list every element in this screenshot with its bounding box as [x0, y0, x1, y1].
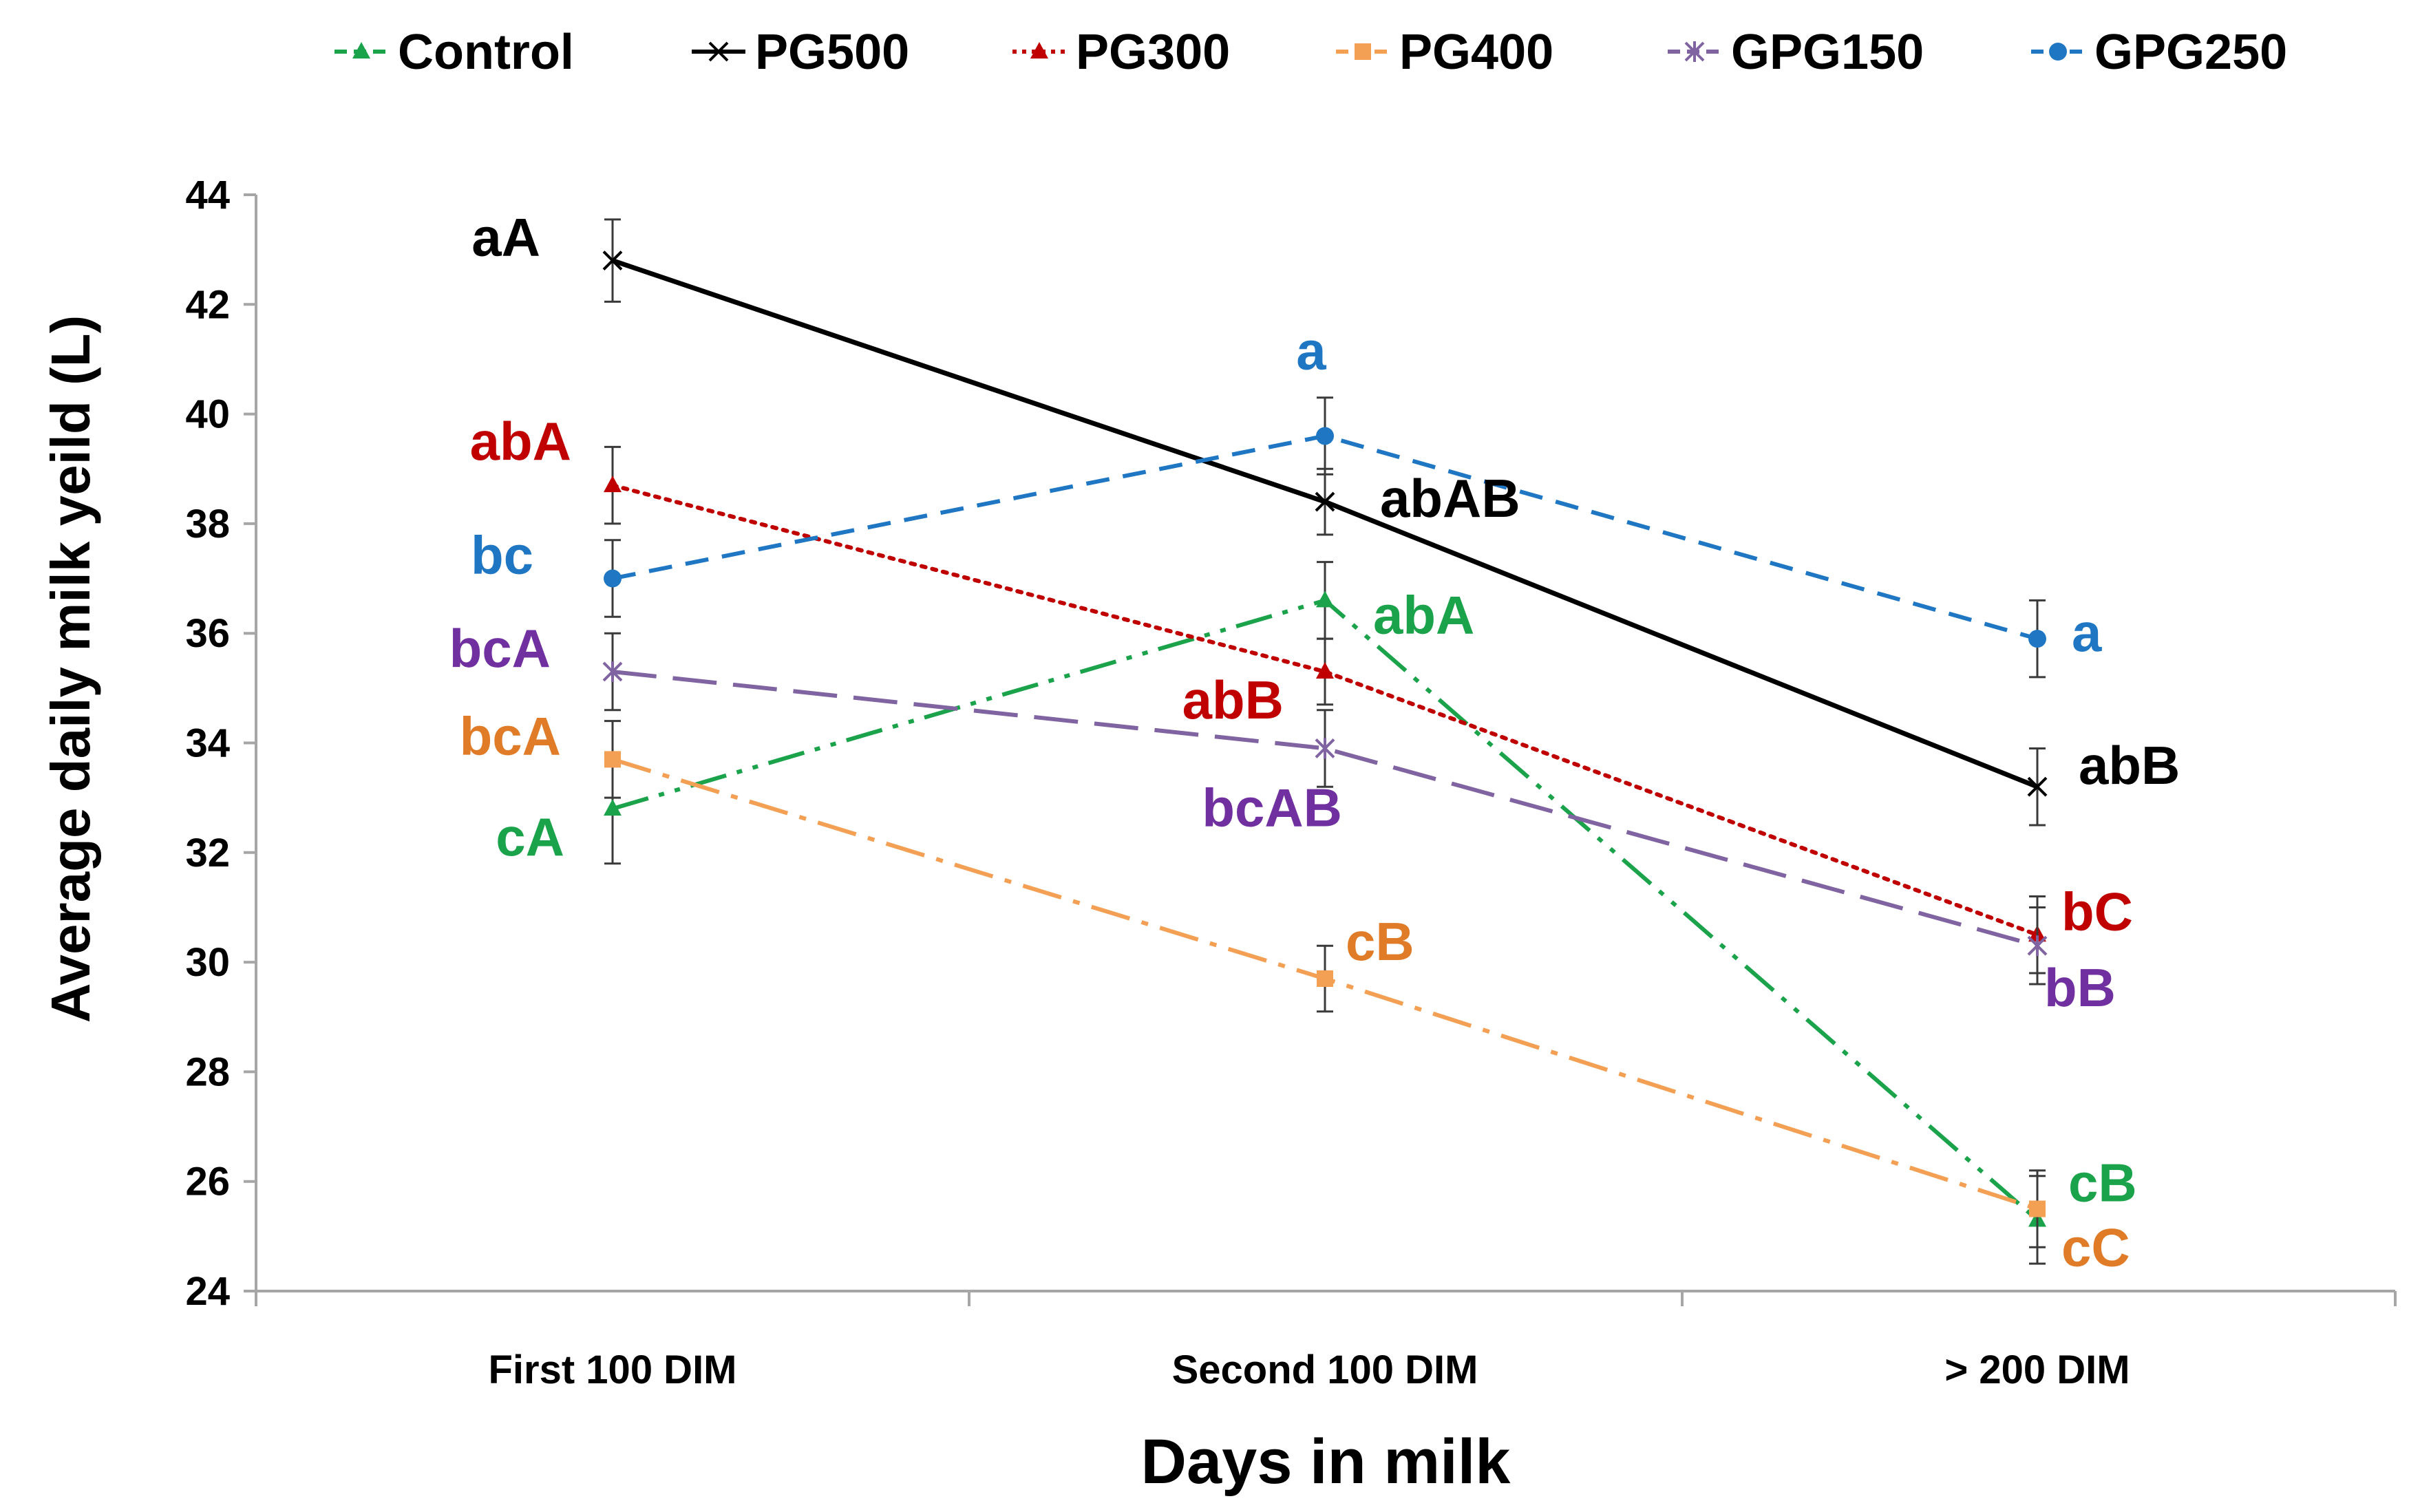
y-tick-label: 26: [185, 1160, 230, 1204]
x-tick-label: > 200 DIM: [1944, 1348, 2130, 1392]
x-tick-label: First 100 DIM: [489, 1348, 737, 1392]
legend-label: PG400: [1399, 25, 1553, 80]
data-point: [604, 476, 622, 493]
data-point: [604, 569, 622, 588]
data-point: [2029, 1200, 2046, 1217]
data-point: [1684, 41, 1705, 62]
data-point: [2027, 776, 2048, 797]
point-label: a: [1296, 320, 1326, 381]
y-tick-label: 32: [185, 831, 230, 875]
y-tick-label: 36: [185, 611, 230, 656]
x-axis-title: Days in milk: [1141, 1427, 1511, 1497]
point-label: bc: [471, 525, 533, 586]
x-tick-label: Second 100 DIM: [1172, 1348, 1478, 1392]
legend-item-control: Control: [335, 25, 574, 80]
legend-item-gpg150: GPG150: [1668, 25, 1924, 80]
axes: 24 26 28 30 32 34 36 38 40 42 44 First 100 DIM Secon…: [185, 173, 2397, 1392]
point-label: a: [2072, 602, 2102, 663]
data-point: [352, 42, 370, 58]
point-label: cB: [1346, 911, 1414, 972]
y-tick-label: 28: [185, 1050, 230, 1094]
series-gpg250: [604, 396, 2046, 679]
point-label: abB: [2079, 735, 2180, 796]
point-label: aA: [471, 207, 540, 268]
legend-label: Control: [398, 25, 574, 80]
data-point: [2027, 935, 2048, 957]
y-tick-label: 38: [185, 502, 230, 546]
data-point: [602, 251, 623, 270]
y-tick-label: 34: [185, 721, 230, 766]
series-pg500: [602, 218, 2048, 827]
point-label: bB: [2044, 957, 2116, 1018]
data-point: [604, 751, 621, 768]
data-point: [604, 799, 622, 816]
data-point: [708, 41, 729, 62]
y-tick-label: 40: [185, 392, 230, 437]
legend-label: PG300: [1076, 25, 1230, 80]
y-tick-label: 44: [185, 173, 230, 217]
point-label: cA: [496, 807, 564, 867]
legend: Control PG500 PG300 PG400 GPG150 GPG250: [335, 25, 2287, 80]
legend-label: GPG150: [1731, 25, 1924, 80]
data-point: [1355, 43, 1371, 60]
point-label: bC: [2061, 881, 2133, 941]
data-point: [1316, 590, 1334, 608]
legend-item-pg400: PG400: [1336, 25, 1553, 80]
y-tick-label: 42: [185, 282, 230, 327]
point-label: abB: [1182, 670, 1284, 730]
series-pg400: [604, 720, 2046, 1248]
data-point: [2049, 43, 2067, 61]
point-label: bcAB: [1202, 777, 1342, 838]
y-axis-title: Average daily milk yeild (L): [40, 315, 101, 1023]
data-point: [1315, 491, 1335, 512]
point-label: bcA: [460, 705, 561, 766]
data-point: [1030, 42, 1048, 58]
legend-label: PG500: [755, 25, 909, 80]
point-label: abA: [470, 411, 571, 471]
point-label: cB: [2068, 1152, 2137, 1213]
legend-label: GPG250: [2094, 25, 2287, 80]
legend-item-pg300: PG300: [1012, 25, 1230, 80]
data-point: [2028, 630, 2046, 648]
point-label: bcA: [449, 618, 551, 679]
y-tick-label: 30: [185, 940, 230, 985]
point-labels: cAabAcBaAabABabBabAabBbCbcAcBcCbcAbcABbB…: [449, 207, 2180, 1278]
y-tick-label: 24: [185, 1269, 230, 1314]
data-point: [1315, 738, 1335, 759]
point-label: abA: [1373, 584, 1474, 645]
data-point: [1316, 427, 1334, 445]
data-point: [602, 661, 623, 682]
legend-item-pg500: PG500: [692, 25, 909, 80]
series-group: [602, 218, 2048, 1265]
point-label: cC: [2061, 1217, 2130, 1278]
data-point: [1316, 661, 1334, 679]
legend-item-gpg250: GPG250: [2031, 25, 2287, 80]
data-point: [1317, 970, 1333, 987]
series-gpg150: [602, 632, 2048, 986]
point-label: abAB: [1380, 468, 1520, 529]
